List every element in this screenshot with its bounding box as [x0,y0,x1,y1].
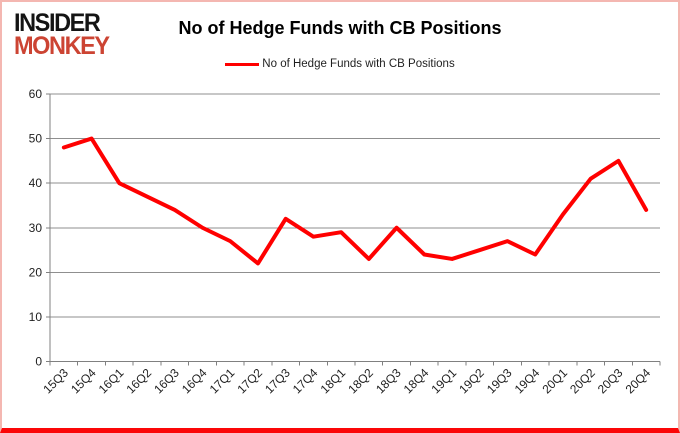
svg-text:16Q4: 16Q4 [179,365,210,396]
svg-text:20Q2: 20Q2 [567,365,598,396]
svg-text:17Q4: 17Q4 [290,365,321,396]
svg-text:15Q4: 15Q4 [68,365,99,396]
svg-text:10: 10 [29,310,43,324]
svg-text:20: 20 [29,265,43,279]
svg-text:16Q2: 16Q2 [124,365,155,396]
svg-text:16Q1: 16Q1 [96,365,127,396]
svg-text:20Q1: 20Q1 [539,365,570,396]
logo-text-monkey: MONKEY [14,32,110,61]
svg-text:19Q4: 19Q4 [512,365,543,396]
svg-text:20Q3: 20Q3 [595,365,626,396]
legend-line-swatch [225,62,260,66]
svg-text:17Q3: 17Q3 [262,365,293,396]
svg-text:16Q3: 16Q3 [151,365,182,396]
svg-text:40: 40 [29,176,43,190]
svg-text:60: 60 [29,87,43,101]
svg-text:19Q3: 19Q3 [484,365,515,396]
svg-text:18Q2: 18Q2 [345,365,376,396]
legend-label: No of Hedge Funds with CB Positions [262,58,455,70]
svg-text:30: 30 [29,221,43,235]
svg-text:18Q3: 18Q3 [373,365,404,396]
svg-text:19Q2: 19Q2 [456,365,487,396]
svg-text:17Q1: 17Q1 [207,365,238,396]
insider-monkey-logo: INSIDER MONKEY [14,9,110,61]
svg-text:19Q1: 19Q1 [429,365,460,396]
svg-text:18Q1: 18Q1 [318,365,349,396]
svg-text:0: 0 [35,355,42,369]
logo-text-insider: INSIDER [14,9,101,37]
svg-text:18Q4: 18Q4 [401,365,432,396]
svg-text:17Q2: 17Q2 [234,365,265,396]
chart-legend: No of Hedge Funds with CB Positions [2,58,678,70]
svg-text:20Q4: 20Q4 [623,365,654,396]
chart-title: No of Hedge Funds with CB Positions [178,18,502,38]
svg-text:15Q3: 15Q3 [40,365,71,396]
svg-text:50: 50 [29,132,43,146]
